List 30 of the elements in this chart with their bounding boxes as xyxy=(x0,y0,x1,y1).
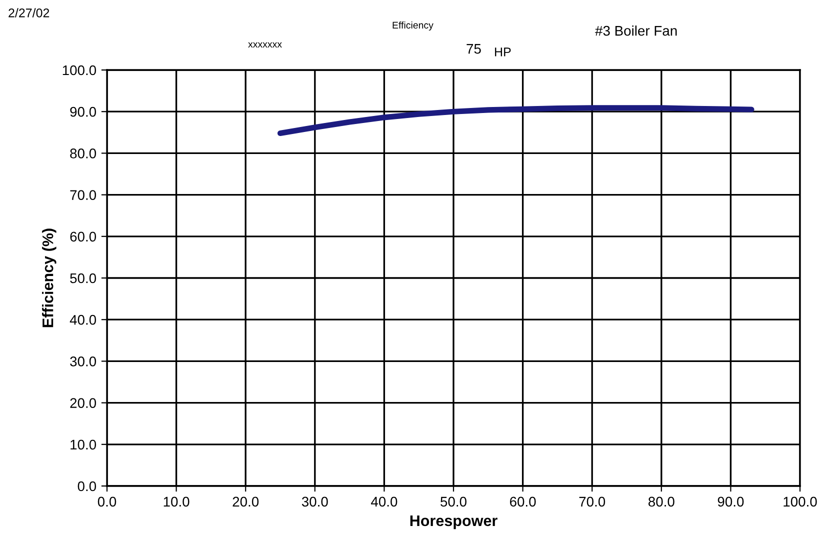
y-tick-label: 10.0 xyxy=(70,440,96,450)
y-tick-label: 100.0 xyxy=(62,65,96,76)
x-tick-label: 100.0 xyxy=(784,496,817,507)
x-tick-label: 0.0 xyxy=(98,496,116,507)
x-axis-title: Horespower xyxy=(410,515,498,530)
y-tick-label: 90.0 xyxy=(70,106,96,117)
x-tick-label: 80.0 xyxy=(648,496,674,507)
y-tick-label: 70.0 xyxy=(70,190,96,200)
y-tick-label: 80.0 xyxy=(70,148,96,158)
y-tick-label: 40.0 xyxy=(70,314,96,325)
x-tick-label: 20.0 xyxy=(232,496,259,507)
text: 2/27/02 xyxy=(8,8,50,18)
text: xxxxxxx xyxy=(248,42,282,48)
text: Efficiency xyxy=(392,21,434,31)
x-tick-label: 10.0 xyxy=(164,496,190,507)
x-tick-label: 40.0 xyxy=(371,496,398,507)
text: #3 Boiler Fan xyxy=(595,26,677,36)
text: 75 xyxy=(466,44,481,54)
x-tick-label: 70.0 xyxy=(579,496,606,507)
y-axis-title: Efficiency (%) xyxy=(42,228,56,328)
y-tick-label: 20.0 xyxy=(70,398,96,408)
x-tick-label: 50.0 xyxy=(440,496,466,507)
y-tick-label: 50.0 xyxy=(70,273,96,284)
y-tick-label: 60.0 xyxy=(70,232,96,242)
y-tick-label: 0.0 xyxy=(78,481,96,492)
x-tick-label: 60.0 xyxy=(510,496,536,507)
text: HP xyxy=(495,48,511,56)
y-tick-label: 30.0 xyxy=(70,356,96,366)
x-tick-label: 30.0 xyxy=(302,496,328,507)
x-tick-label: 90.0 xyxy=(718,496,744,507)
